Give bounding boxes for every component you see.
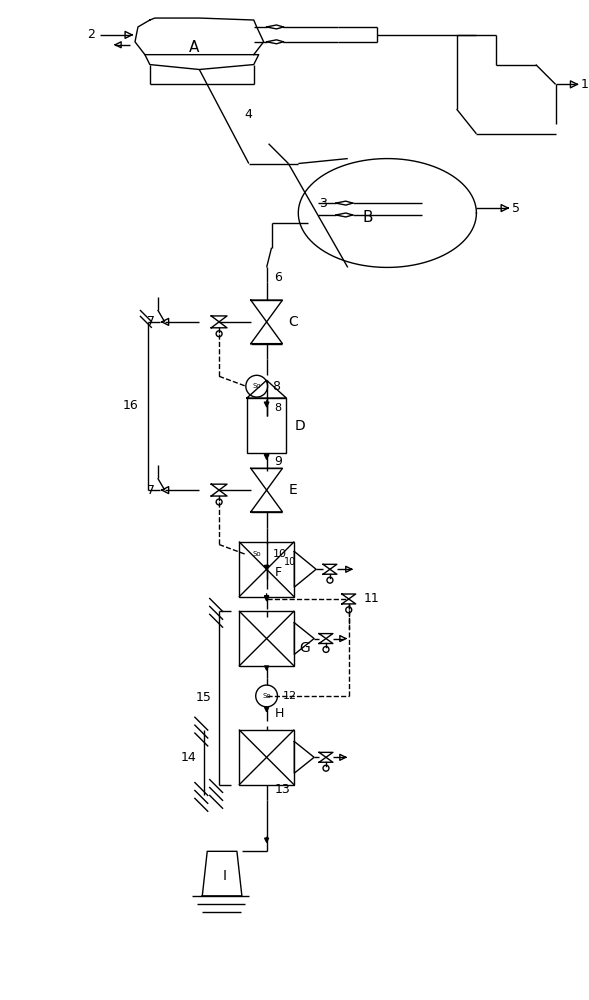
Text: 16: 16 — [122, 399, 138, 412]
Text: 15: 15 — [196, 691, 211, 704]
Text: E: E — [289, 483, 297, 497]
Text: 10: 10 — [273, 549, 287, 559]
Bar — [239, 611, 294, 666]
Text: 1: 1 — [580, 78, 588, 91]
Text: 10: 10 — [284, 557, 297, 567]
Text: 6: 6 — [274, 271, 282, 284]
Text: 14: 14 — [181, 751, 196, 764]
Text: So: So — [253, 383, 261, 389]
Text: 12: 12 — [283, 691, 297, 701]
Text: 7: 7 — [147, 484, 155, 497]
Text: 7: 7 — [147, 315, 155, 328]
Text: So: So — [262, 693, 271, 699]
Text: 9: 9 — [274, 455, 282, 468]
Text: H: H — [274, 707, 284, 720]
Text: C: C — [289, 315, 298, 329]
Bar — [239, 542, 294, 597]
Text: D: D — [294, 419, 305, 433]
Text: 8: 8 — [273, 380, 280, 393]
Text: F: F — [274, 566, 282, 579]
Text: 13: 13 — [274, 783, 290, 796]
Text: So: So — [253, 551, 261, 557]
Bar — [239, 730, 294, 785]
Text: A: A — [189, 40, 200, 55]
Text: 11: 11 — [363, 592, 379, 605]
Text: 8: 8 — [274, 403, 282, 413]
Text: 5: 5 — [512, 202, 520, 215]
Bar — [247, 398, 286, 453]
Text: B: B — [362, 210, 373, 225]
Text: G: G — [299, 641, 310, 655]
Text: 2: 2 — [88, 28, 95, 41]
Text: 4: 4 — [245, 108, 253, 121]
Text: 3: 3 — [319, 197, 327, 210]
Text: I: I — [223, 869, 227, 883]
